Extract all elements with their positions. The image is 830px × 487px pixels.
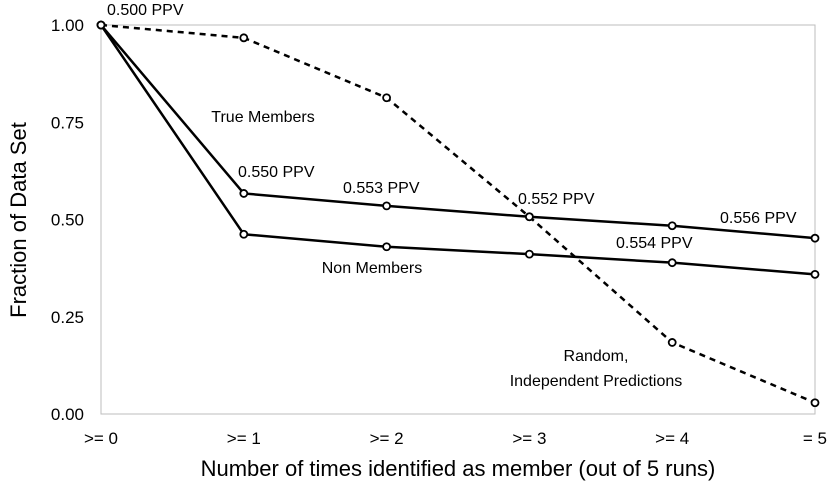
y-tick-label: 0.00 [51, 405, 84, 424]
ppv-label-2: 0.553 PPV [343, 180, 420, 197]
x-tick-label: >= 4 [655, 429, 689, 448]
x-tick-label: = 5 [803, 429, 827, 448]
label-true-members: True Members [211, 109, 314, 126]
series-markers [96, 20, 820, 408]
data-point [525, 249, 534, 259]
plot-frame [100, 24, 816, 415]
data-point [667, 338, 677, 347]
data-point [667, 258, 677, 268]
ppv-label-1: 0.550 PPV [238, 164, 315, 181]
data-point [239, 229, 249, 239]
x-axis-title: Number of times identified as member (ou… [201, 456, 716, 481]
ppv-label-0: 0.500 PPV [107, 2, 184, 19]
data-point [525, 212, 534, 222]
data-point [239, 189, 249, 198]
label-random-line1: Random, [564, 348, 629, 365]
data-point [382, 201, 392, 211]
ppv-label-4: 0.554 PPV [616, 235, 693, 252]
x-tick-label: >= 0 [84, 429, 118, 448]
x-tick-label: >= 2 [370, 429, 404, 448]
y-tick-label: 0.50 [51, 211, 84, 230]
data-point [96, 20, 106, 30]
data-point [810, 398, 820, 408]
data-point [810, 269, 820, 279]
label-random-line2: Independent Predictions [510, 373, 683, 390]
y-axis-ticks: 0.00 0.25 0.50 0.75 1.00 [51, 16, 84, 424]
data-point [239, 33, 249, 43]
y-tick-label: 1.00 [51, 16, 84, 35]
y-tick-label: 0.25 [51, 308, 84, 327]
annotations: True Members Non Members Random, Indepen… [107, 2, 797, 390]
x-tick-label: >= 1 [227, 429, 261, 448]
ppv-label-5: 0.556 PPV [720, 210, 797, 227]
y-tick-label: 0.75 [51, 113, 84, 132]
data-point [810, 233, 820, 243]
data-point [667, 221, 677, 231]
ppv-label-3: 0.552 PPV [518, 191, 595, 208]
series-line-0 [100, 24, 816, 240]
data-point [382, 93, 392, 103]
y-axis-title: Fraction of Data Set [6, 122, 31, 318]
series-line-1 [99, 24, 816, 276]
data-point [382, 242, 392, 252]
x-tick-label: >= 3 [512, 429, 546, 448]
series-line-2 [100, 23, 816, 404]
label-non-members: Non Members [322, 260, 422, 277]
x-axis-ticks: >= 0 >= 1 >= 2 >= 3 >= 4 = 5 [84, 429, 827, 448]
series-lines [99, 23, 816, 404]
